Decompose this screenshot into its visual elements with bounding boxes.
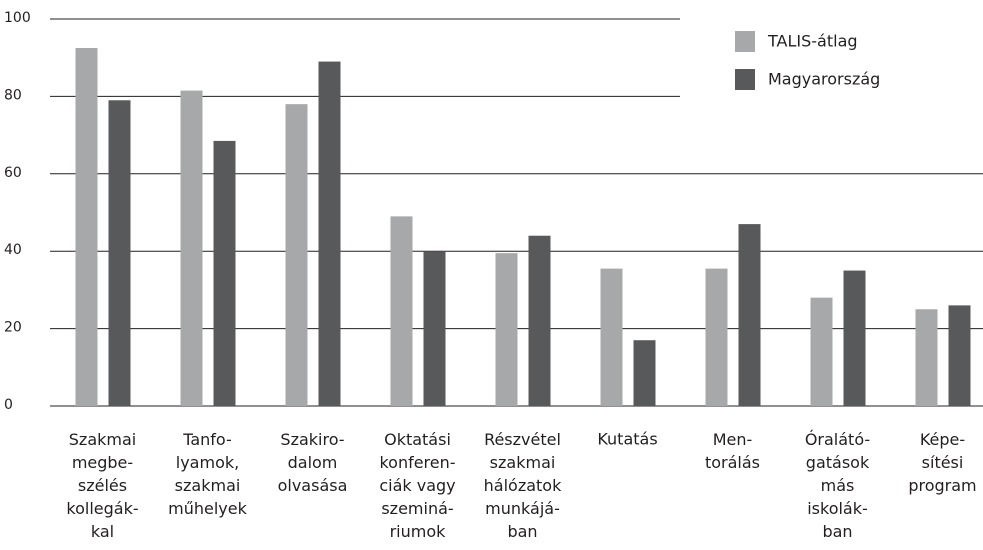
x-tick-label: Képe-sítési program	[908, 430, 976, 495]
bar	[600, 268, 623, 406]
bar	[180, 90, 203, 406]
y-tick-label: 20	[4, 320, 22, 336]
y-tick-label: 100	[4, 10, 31, 26]
bar	[948, 305, 971, 406]
bar	[738, 224, 761, 406]
bar	[810, 297, 833, 406]
bar	[915, 309, 938, 406]
legend-label: Magyarország	[768, 70, 880, 89]
bar	[495, 253, 518, 406]
x-tick-label: Részvétel szakmai hálózatok munkájá-ban	[484, 430, 562, 541]
x-tick-label: Szakmai megbe-szélés kollegák-kal	[66, 430, 138, 541]
x-tick-label: Óralátó-gatások más iskolák-ban	[805, 430, 870, 541]
bar	[213, 140, 236, 406]
legend-background	[680, 8, 983, 108]
legend-swatch	[735, 31, 755, 52]
x-tick-label: Tanfo-lyamok, szakmai műhelyek	[168, 430, 247, 518]
bar	[390, 216, 413, 406]
legend-label: TALIS-átlag	[767, 32, 858, 51]
y-tick-label: 40	[4, 242, 22, 258]
bar	[108, 100, 131, 407]
x-tick-label: Oktatási konferen-ciák vagy szeminá-riumok	[379, 430, 455, 541]
bar	[843, 270, 866, 406]
x-tick-label: Men-torálás	[705, 430, 760, 472]
y-tick-label: 80	[4, 87, 22, 103]
bar	[705, 268, 728, 406]
bar	[75, 48, 98, 407]
x-tick-label: Szakiro-dalom olvasása	[278, 430, 348, 495]
bar	[633, 340, 656, 406]
bar	[528, 235, 551, 406]
x-tick-label: Kutatás	[597, 430, 657, 449]
bar	[318, 61, 341, 406]
bar	[423, 251, 446, 406]
y-tick-label: 0	[4, 397, 13, 413]
bar	[285, 104, 308, 406]
y-tick-label: 60	[4, 165, 22, 181]
legend-swatch	[735, 69, 755, 90]
